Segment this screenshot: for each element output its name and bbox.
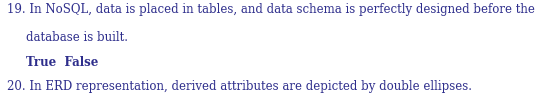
Text: 19. In NoSQL, data is placed in tables, and data schema is perfectly designed be: 19. In NoSQL, data is placed in tables, … xyxy=(7,3,534,16)
Text: database is built.: database is built. xyxy=(26,31,128,44)
Text: 20. In ERD representation, derived attributes are depicted by double ellipses.: 20. In ERD representation, derived attri… xyxy=(7,80,472,93)
Text: True  False: True False xyxy=(26,56,98,69)
